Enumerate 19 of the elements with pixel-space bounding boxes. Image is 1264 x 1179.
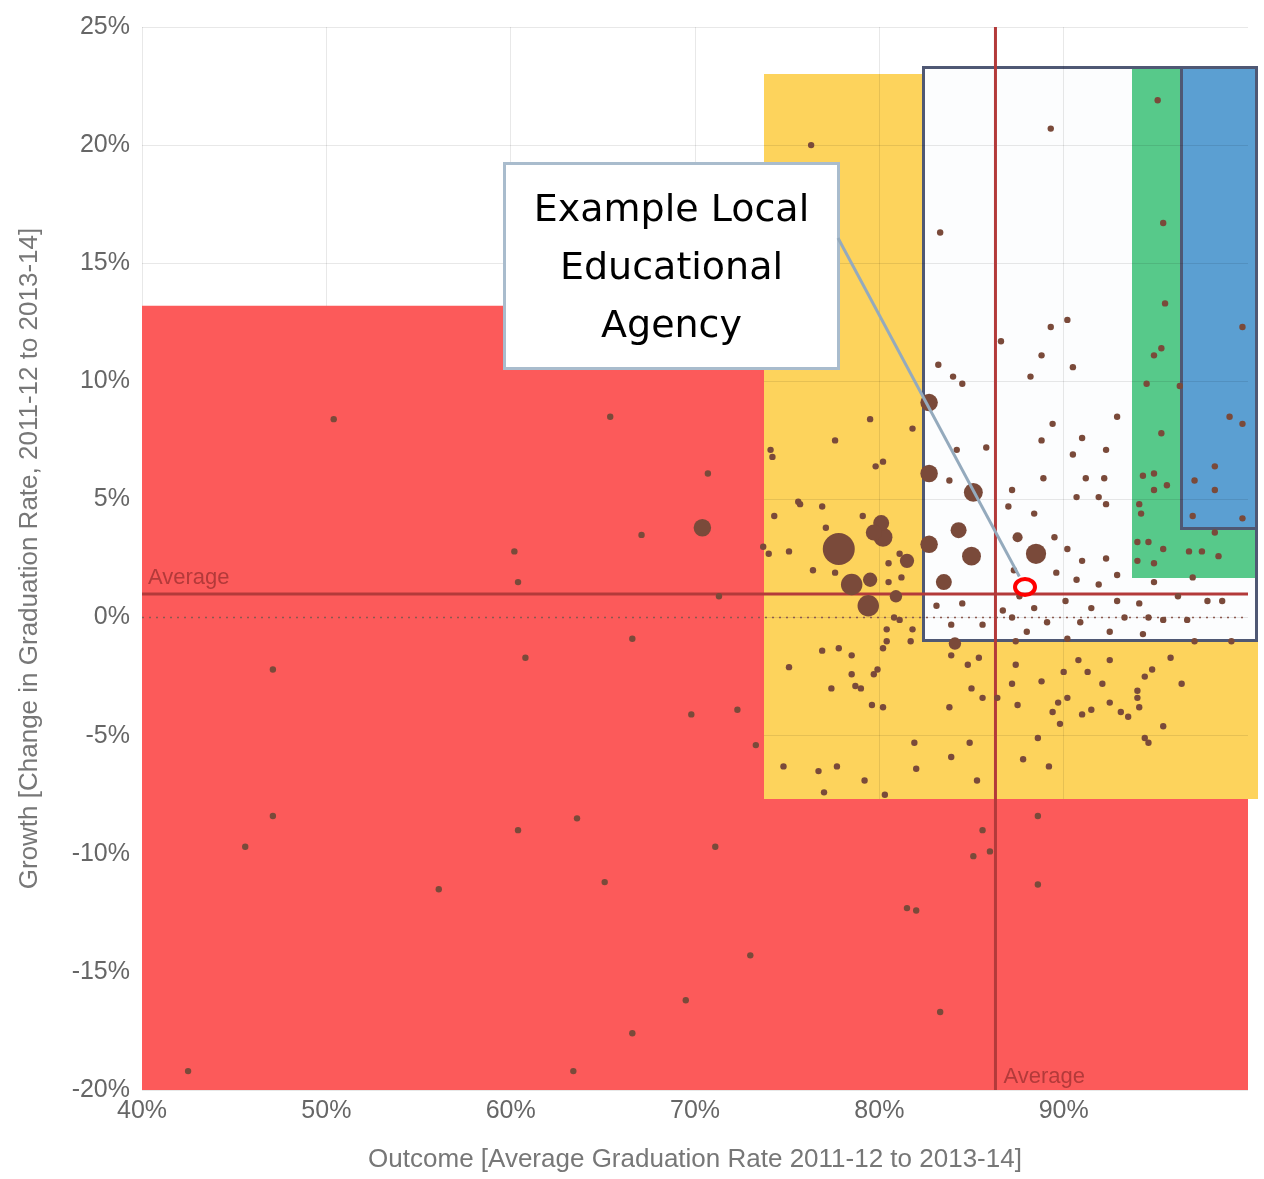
ref-line-label: Average [148,564,230,589]
y-tick-label: -5% [85,719,130,748]
x-tick-label: 70% [669,1094,721,1123]
y-tick-label: 20% [79,129,130,157]
y-tick-label: 10% [79,365,130,394]
x-tick-label: 60% [485,1094,536,1123]
y-tick-label: 25% [79,10,130,39]
x-tick-label: 50% [301,1094,352,1123]
y-tick-label: -10% [71,837,130,866]
x-axis-title: Outcome [Average Graduation Rate 2011-12 to 2013-14] [368,1142,1022,1173]
ref-line-label: Average [1003,1063,1086,1089]
y-tick-label: 5% [93,483,130,512]
y-tick-label: 15% [79,247,130,276]
x-tick-label: 90% [1038,1094,1089,1123]
y-axis-title: Growth [Change in Graduation Rate, 2011-12 to 2013-14] [12,227,43,890]
y-tick-label: 0% [93,601,130,630]
y-tick-label: -15% [71,955,130,984]
x-tick-label: 80% [854,1094,905,1123]
annotation: Example Local Educational Agency [503,162,840,370]
